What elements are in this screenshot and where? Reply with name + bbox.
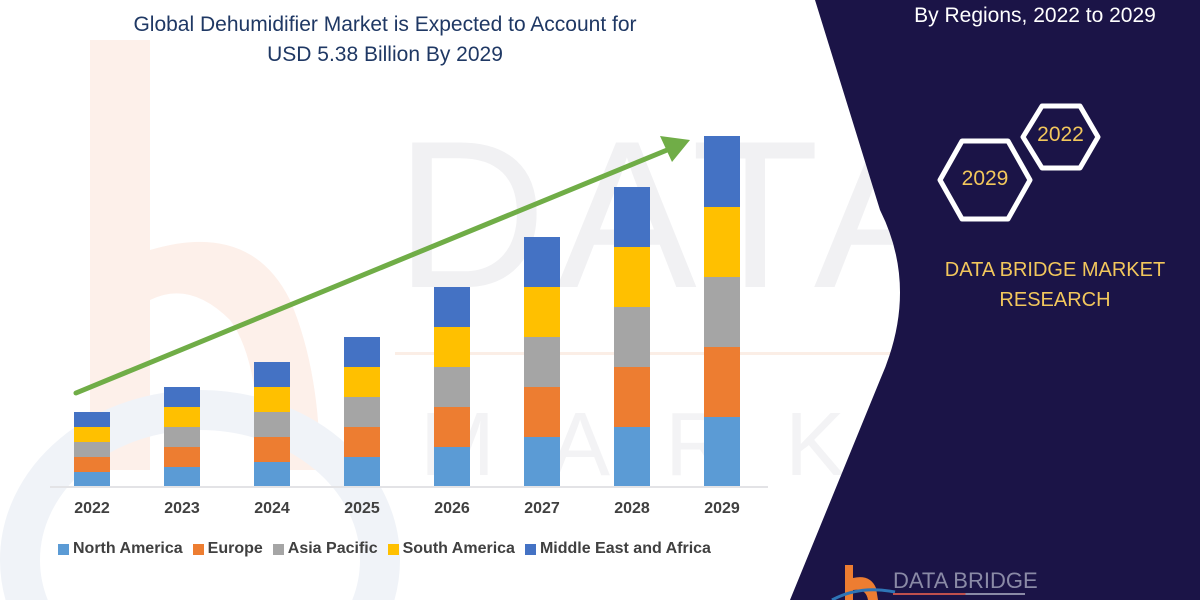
legend-label: Europe [207,540,263,557]
chart-legend: North America Europe Asia Pacific South Ame… [58,540,711,558]
legend-label: Middle East and Africa [539,540,711,557]
x-tick-label: 2022 [74,500,110,517]
stacked-bar-plot [50,100,770,487]
bar-segment-north-america [344,457,380,487]
bar-segment-south-america [164,407,200,427]
legend-swatch-icon [387,543,399,555]
bar-segment-north-america [614,427,650,487]
bar-segment-south-america [704,207,740,277]
bar-segment-asia-pacific [434,367,470,407]
bar-segment-middle-east-and-africa [164,387,200,407]
bar-segment-north-america [254,462,290,487]
bar-2027 [524,237,560,487]
x-tick-label: 2025 [344,500,380,517]
x-tick-label: 2024 [254,500,290,517]
bar-segment-europe [344,427,380,457]
legend-item: Europe [192,540,263,558]
x-axis-labels: 2022 2023 2024 2025 2026 2027 2028 2029 [50,500,770,524]
bar-2025 [344,337,380,487]
legend-item: South America [387,540,515,558]
legend-item: Middle East and Africa [524,540,711,558]
bar-2023 [164,387,200,487]
bar-segment-asia-pacific [254,412,290,437]
legend-item: Asia Pacific [272,540,378,558]
bar-segment-middle-east-and-africa [524,237,560,287]
bar-segment-asia-pacific [524,337,560,387]
bar-segment-south-america [74,427,110,442]
bar-2028 [614,187,650,487]
bar-segment-south-america [254,387,290,412]
bar-segment-south-america [524,287,560,337]
bar-2022 [74,412,110,487]
bar-segment-asia-pacific [614,307,650,367]
chart-title-line2: USD 5.38 Billion By 2029 [267,43,503,66]
x-axis-line [50,486,768,488]
bar-segment-north-america [524,437,560,487]
bar-segment-europe [74,457,110,472]
legend-label: South America [402,540,515,557]
bar-segment-europe [524,387,560,437]
bar-segment-middle-east-and-africa [434,287,470,327]
legend-swatch-icon [524,543,536,555]
bar-segment-europe [434,407,470,447]
legend-swatch-icon [58,543,69,555]
bar-segment-asia-pacific [74,442,110,457]
x-tick-label: 2026 [434,500,470,517]
bar-segment-north-america [434,447,470,487]
bar-2024 [254,362,290,487]
bar-segment-north-america [164,467,200,487]
bar-segment-north-america [704,417,740,487]
legend-swatch-icon [192,543,204,555]
bar-segment-south-america [434,327,470,367]
bar-segment-asia-pacific [344,397,380,427]
side-panel-subtitle: By Regions, 2022 to 2029 [914,4,1156,27]
bar-2029 [704,136,740,487]
chart-title-line1: Global Dehumidifier Market is Expected t… [133,13,637,36]
legend-label: North America [73,540,183,557]
bar-2026 [434,287,470,487]
hex-badge-2022: 2022 [1037,123,1084,146]
hex-badge-2029: 2029 [961,167,1009,190]
bar-segment-north-america [74,472,110,487]
bar-segment-middle-east-and-africa [254,362,290,387]
bar-segment-asia-pacific [704,277,740,347]
logo-underline [893,593,1025,595]
bar-segment-asia-pacific [164,427,200,447]
logo-text: DATA BRIDGE [893,568,1038,593]
brand-line1: DATA BRIDGE MARKET [944,259,1166,281]
bar-segment-middle-east-and-africa [344,337,380,367]
x-tick-label: 2028 [614,500,650,517]
bar-segment-middle-east-and-africa [74,412,110,427]
bar-segment-europe [254,437,290,462]
brand-line2: RESEARCH [999,289,1111,311]
bar-segment-europe [164,447,200,467]
bar-segment-middle-east-and-africa [614,187,650,247]
chart-title: Global Dehumidifier Market is Expected t… [95,10,675,70]
x-tick-label: 2029 [704,500,740,517]
bar-segment-south-america [614,247,650,307]
brand-name: DATA BRIDGE MARKET RESEARCH [915,255,1195,315]
bar-segment-south-america [344,367,380,397]
bar-segment-europe [704,347,740,417]
bar-segment-middle-east-and-africa [704,136,740,207]
legend-item: North America [58,540,183,558]
legend-label: Asia Pacific [287,540,378,557]
x-tick-label: 2027 [524,500,560,517]
x-tick-label: 2023 [164,500,200,517]
bar-segment-europe [614,367,650,427]
legend-swatch-icon [272,543,284,555]
